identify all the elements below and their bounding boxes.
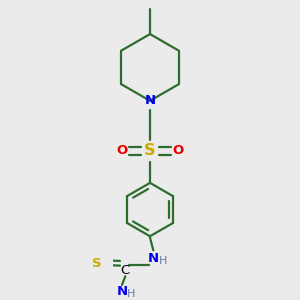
Text: N: N — [144, 94, 156, 107]
Text: N: N — [116, 285, 128, 298]
Text: S: S — [144, 143, 156, 158]
Text: O: O — [172, 144, 184, 157]
Text: H: H — [127, 289, 136, 299]
Text: S: S — [92, 257, 102, 270]
Text: H: H — [158, 256, 167, 266]
Text: O: O — [116, 144, 128, 157]
Text: C: C — [121, 264, 130, 277]
Text: N: N — [148, 252, 159, 265]
